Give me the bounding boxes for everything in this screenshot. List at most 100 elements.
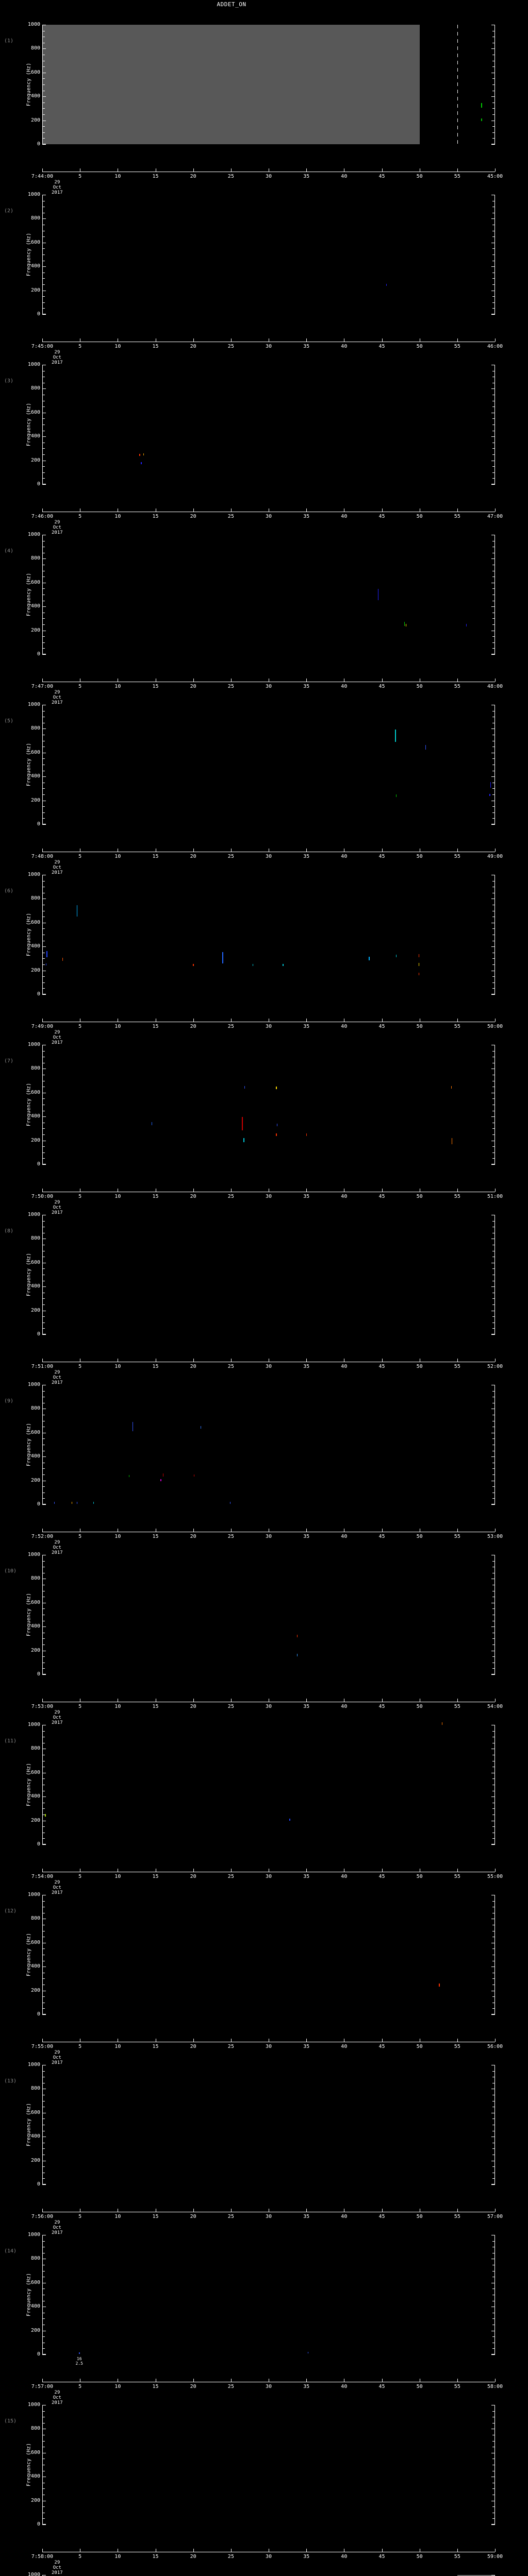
- detection-mark: [306, 1133, 307, 1137]
- panel-index-label: (6): [4, 888, 14, 894]
- x-tick: [230, 679, 232, 682]
- y-tick: [492, 2518, 495, 2519]
- plot-area: 0 200 400 600 800 1000: [28, 1722, 495, 1847]
- y-tick: [492, 418, 495, 419]
- y-tick-label: 0: [37, 1161, 40, 1167]
- y-tick-label: 0: [37, 651, 40, 657]
- x-tick-label: 55: [454, 2044, 460, 2049]
- plot-area: 0 200 400 600 800 1000: [28, 702, 495, 827]
- y-tick-label: 200: [30, 287, 40, 293]
- y-tick: [42, 946, 46, 947]
- y-tick-label: 400: [30, 2133, 40, 2140]
- x-tick: [42, 509, 43, 512]
- x-tick: [193, 2039, 194, 2042]
- x-tick: [42, 1869, 43, 1872]
- x-tick: [382, 1529, 383, 1532]
- y-tick: [491, 266, 495, 267]
- panel-index-label: (14): [4, 2248, 17, 2254]
- x-tick-label: 40: [341, 174, 348, 179]
- y-tick-label: 600: [30, 749, 40, 755]
- x-tick: [306, 1359, 307, 1362]
- x-tick: [42, 1189, 43, 1192]
- y-tick: [492, 788, 495, 789]
- y-tick: [42, 1316, 45, 1317]
- y-tick: [492, 248, 495, 249]
- y-tick: [42, 1844, 46, 1845]
- x-tick: [495, 679, 496, 682]
- x-tick: [382, 679, 383, 682]
- x-tick-label: 7:47:00: [31, 684, 54, 689]
- y-tick: [42, 1504, 46, 1505]
- y-tick: [492, 2336, 495, 2337]
- y-tick: [42, 636, 45, 637]
- y-tick-label: 1000: [27, 1722, 40, 1727]
- x-tick: [495, 1359, 496, 1362]
- x-tick-label: 20: [190, 174, 196, 179]
- x-tick: [306, 849, 307, 852]
- y-tick: [492, 1316, 495, 1317]
- reference-line: [457, 25, 458, 144]
- axis-spine-left: [42, 2575, 43, 2576]
- y-tick: [492, 1328, 495, 1329]
- x-tick: [382, 1699, 383, 1702]
- y-tick: [492, 2488, 495, 2489]
- x-tick: [306, 1019, 307, 1022]
- y-tick: [492, 2241, 495, 2242]
- y-tick: [492, 1656, 495, 1657]
- detection-mark: [404, 622, 405, 626]
- date-stack-label: 29 Oct 2017: [52, 1200, 63, 1215]
- x-tick-label: 55: [454, 1534, 460, 1539]
- y-tick: [492, 1486, 495, 1487]
- date-stack-label: 29 Oct 2017: [52, 2560, 63, 2575]
- y-tick: [491, 2014, 495, 2015]
- x-tick-label: 10: [114, 1704, 121, 1709]
- panel-12: (12) Frequency (Hz) 0 200 400 600 800 1000 7:55:…: [0, 1892, 528, 2065]
- y-tick: [491, 48, 495, 49]
- date-stack-label: 29 Oct 2017: [52, 690, 63, 705]
- y-tick: [42, 2318, 45, 2319]
- y-tick: [42, 2008, 45, 2009]
- x-tick-label: 45:00: [487, 174, 503, 179]
- y-tick: [492, 758, 495, 759]
- y-tick-label: 600: [30, 1089, 40, 1095]
- y-tick-label: 800: [30, 1405, 40, 1412]
- x-tick: [306, 168, 307, 172]
- y-tick-label: 800: [30, 2256, 40, 2262]
- y-tick: [491, 96, 495, 97]
- y-tick: [42, 1304, 45, 1305]
- x-tick-label: 58:00: [487, 2384, 503, 2389]
- y-tick-label: 1000: [27, 1382, 40, 1387]
- x-tick: [382, 1359, 383, 1362]
- date-stack-label: 29 Oct 2017: [52, 1030, 63, 1045]
- y-tick-label: 600: [30, 579, 40, 585]
- y-tick: [42, 624, 45, 625]
- x-tick-label: 35: [303, 2044, 310, 2049]
- y-tick: [492, 1731, 495, 1732]
- y-tick: [492, 928, 495, 929]
- y-tick: [42, 454, 45, 455]
- plot-area: 0 200 400 600 800 1000: [28, 1212, 495, 1337]
- y-tick: [42, 2270, 45, 2272]
- y-tick-label: 200: [30, 1817, 40, 1823]
- x-tick: [457, 168, 458, 172]
- y-tick-label: 400: [30, 1283, 40, 1290]
- y-tick: [42, 2441, 45, 2442]
- x-tick-label: 20: [190, 684, 196, 689]
- y-tick: [492, 2148, 495, 2149]
- y-tick: [492, 1438, 495, 1439]
- x-tick-label: 35: [303, 1704, 310, 1709]
- x-tick: [382, 168, 383, 172]
- y-tick: [42, 2014, 46, 2015]
- y-tick: [42, 976, 45, 977]
- x-tick-label: 10: [114, 1024, 121, 1029]
- x-tick-label: 30: [265, 1704, 272, 1709]
- y-tick-label: 200: [30, 2497, 40, 2503]
- x-tick-label: 7:56:00: [31, 2214, 54, 2219]
- panel-index-label: (7): [4, 1058, 14, 1064]
- y-tick: [42, 218, 46, 219]
- x-tick-label: 25: [227, 2044, 234, 2049]
- plot-area: 0 200 400 600 800 1000: [28, 1552, 495, 1677]
- panel-index-label: (13): [4, 2078, 17, 2084]
- x-tick-label: 40: [341, 1874, 348, 1879]
- x-tick-label: 55: [454, 1364, 460, 1369]
